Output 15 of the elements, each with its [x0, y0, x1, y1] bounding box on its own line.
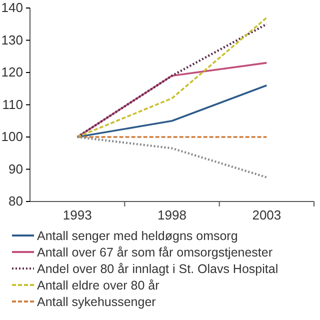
legend-label: Antall senger med heldøgns omsorg: [37, 229, 238, 243]
legend-label: Antall over 67 år som får omsorgstjenester: [37, 246, 273, 260]
y-tick-label: 90: [8, 161, 23, 176]
y-tick-label: 140: [1, 0, 23, 16]
y-tick-label: 80: [8, 194, 23, 209]
legend-label: Andel over 80 år innlagt i St. Olavs Hospital: [37, 262, 278, 276]
x-tick-label: 2003: [252, 208, 282, 223]
y-tick-label: 110: [2, 96, 23, 112]
y-tick-label: 120: [1, 64, 23, 80]
y-tick-label: 100: [1, 129, 23, 144]
legend-label: Antall eldre over 80 år: [37, 278, 160, 292]
x-tick-label: 1993: [62, 208, 92, 223]
legend-label: Antall sykehussenger: [37, 295, 156, 309]
x-tick-label: 1998: [158, 208, 186, 223]
y-tick-label: 130: [1, 32, 23, 48]
